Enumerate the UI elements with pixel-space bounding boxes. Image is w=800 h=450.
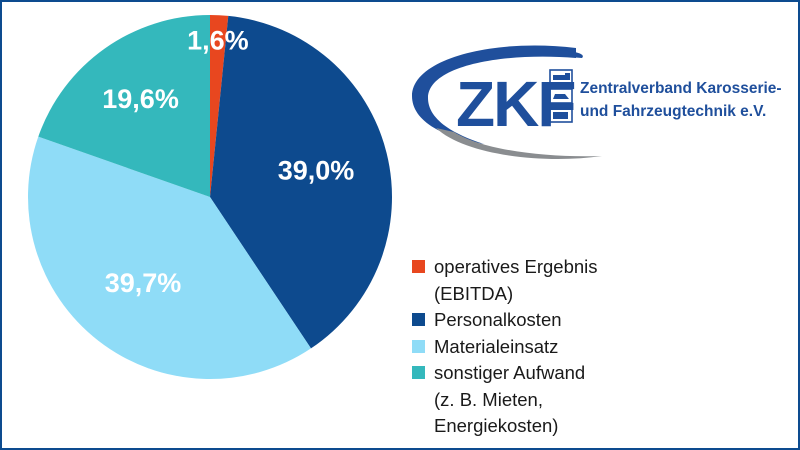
zkf-logo: ZKF Zentralverband Karosserie- und Fahrz… xyxy=(412,45,782,159)
legend-item-materialeinsatz: Materialeinsatz xyxy=(412,334,792,361)
legend-item-ebitda: operatives Ergebnis (EBITDA) xyxy=(412,254,792,307)
pie-label-ebitda: 1,6% xyxy=(187,26,249,56)
pie-label-sonstiger-aufwand: 19,6% xyxy=(102,84,179,114)
logo-swoosh-gray xyxy=(436,128,602,159)
pie-slice-sonstiger-aufwand xyxy=(38,15,211,197)
pie-slice-materialeinsatz xyxy=(28,136,311,380)
legend-item-personalkosten: Personalkosten xyxy=(412,307,792,334)
pie-slice-ebitda xyxy=(210,15,229,197)
legend-label-sonstiger-aufwand: sonstiger Aufwand (z. B. Mieten, Energie… xyxy=(434,362,586,436)
legend-swatch-materialeinsatz xyxy=(412,339,425,353)
legend-item-sonstiger-aufwand: sonstiger Aufwand (z. B. Mieten, Energie… xyxy=(412,360,792,440)
legend-swatch-personalkosten xyxy=(412,313,425,326)
legend-label-ebitda: operatives Ergebnis (EBITDA) xyxy=(434,256,598,304)
legend-swatch-ebitda xyxy=(412,260,425,273)
logo-line-2: und Fahrzeugtechnik e.V. xyxy=(580,103,766,120)
pie-slice-personalkosten xyxy=(210,15,392,349)
truck-icon xyxy=(549,69,573,85)
pie-label-personalkosten: 39,0% xyxy=(278,156,355,186)
van-icon xyxy=(549,107,573,123)
car-icon xyxy=(549,88,573,104)
legend: operatives Ergebnis (EBITDA) Personalkos… xyxy=(412,254,792,440)
logo-line-1: Zentralverband Karosserie- xyxy=(580,80,782,97)
pie-label-materialeinsatz: 39,7% xyxy=(105,268,182,298)
logo-swoosh-blue xyxy=(412,45,576,144)
legend-label-personalkosten: Personalkosten xyxy=(434,309,562,330)
legend-swatch-sonstiger-aufwand xyxy=(412,366,425,379)
legend-label-materialeinsatz: Materialeinsatz xyxy=(434,335,559,357)
